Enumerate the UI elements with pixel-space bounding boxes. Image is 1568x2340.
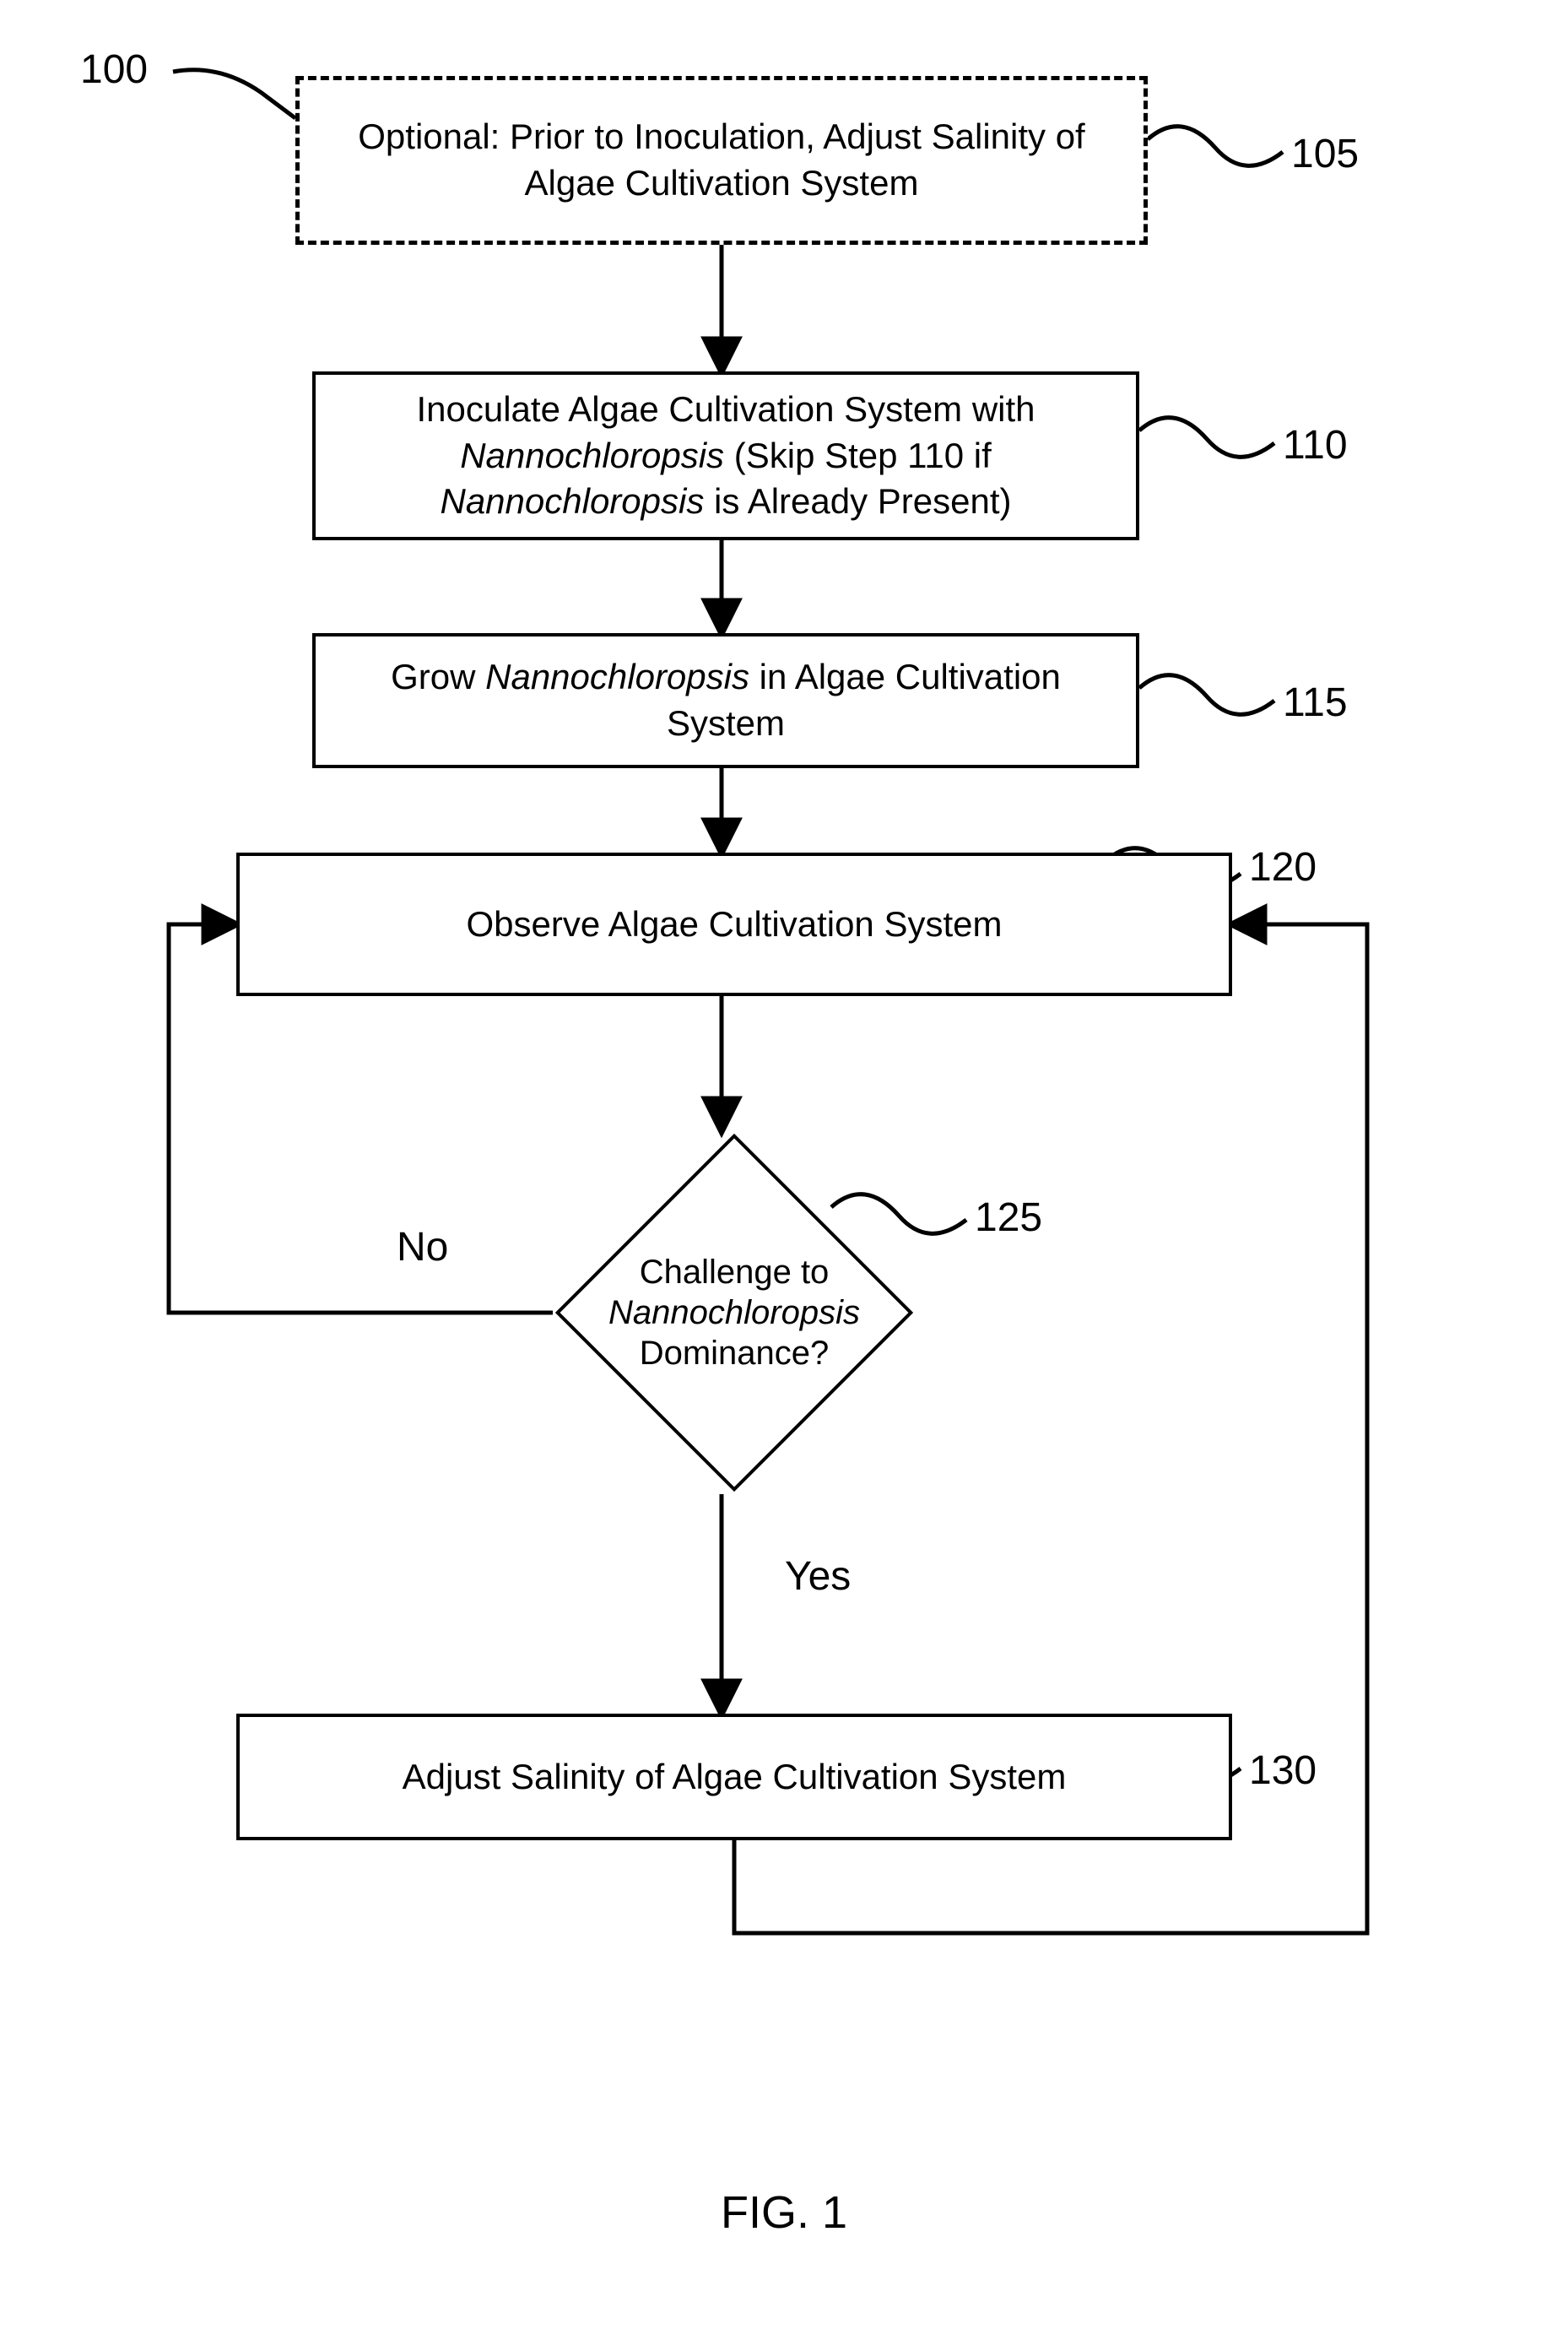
step-inoculate: Inoculate Algae Cultivation System with …	[312, 371, 1139, 540]
text-segment: is Already Present)	[704, 481, 1011, 521]
step-adjust-salinity: Adjust Salinity of Algae Cultivation Sys…	[236, 1714, 1232, 1840]
callout-110: 110	[1283, 422, 1348, 469]
step-text: Inoculate Algae Cultivation System with …	[333, 387, 1119, 525]
step-text: Grow Nannochloropsis in Algae Cultivatio…	[333, 654, 1119, 746]
edge-label-yes: Yes	[785, 1553, 851, 1600]
edge-label-no: No	[397, 1224, 448, 1270]
connectors	[0, 0, 1568, 2340]
diamond-shape	[555, 1134, 913, 1492]
step-text: Adjust Salinity of Algae Cultivation Sys…	[403, 1754, 1067, 1801]
callout-130: 130	[1249, 1747, 1317, 1794]
text-italic: Nannochloropsis	[485, 657, 749, 696]
flowchart-page: 100 Optional: Prior to Inoculation, Adju…	[0, 0, 1568, 2340]
callout-105: 105	[1291, 131, 1359, 177]
step-grow: Grow Nannochloropsis in Algae Cultivatio…	[312, 633, 1139, 768]
step-observe: Observe Algae Cultivation System	[236, 853, 1232, 996]
step-text: Optional: Prior to Inoculation, Adjust S…	[316, 114, 1127, 206]
callout-115: 115	[1283, 680, 1348, 726]
step-text: Observe Algae Cultivation System	[467, 902, 1003, 948]
figure-label: FIG. 1	[0, 2186, 1568, 2239]
callout-120: 120	[1249, 844, 1317, 891]
text-italic: Nannochloropsis	[440, 481, 704, 521]
text-italic: Nannochloropsis	[460, 436, 724, 475]
diagram-label: 100	[80, 46, 148, 93]
step-adjust-salinity-optional: Optional: Prior to Inoculation, Adjust S…	[295, 76, 1148, 245]
text-segment: Inoculate Algae Cultivation System with	[416, 389, 1035, 429]
decision-challenge	[608, 1186, 861, 1439]
text-segment: Grow	[391, 657, 485, 696]
text-segment: (Skip Step 110 if	[724, 436, 992, 475]
callout-125: 125	[975, 1194, 1042, 1241]
